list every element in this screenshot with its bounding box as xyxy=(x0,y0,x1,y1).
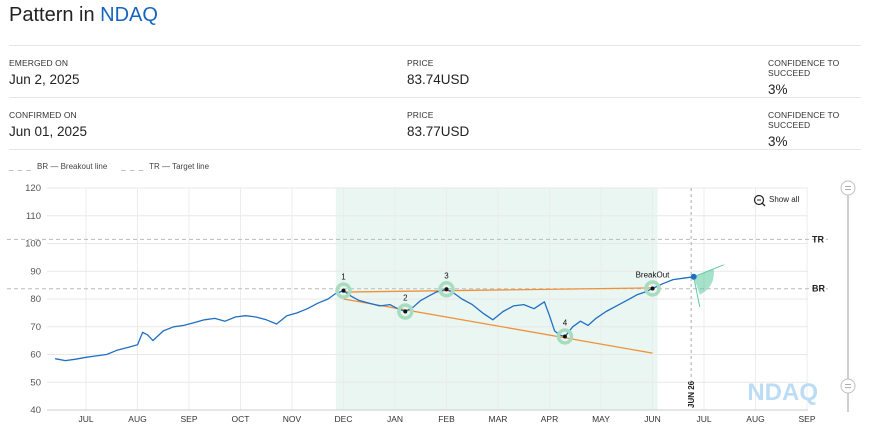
x-tick-label: MAY xyxy=(592,414,610,424)
scrollbar-handle-top[interactable] xyxy=(840,180,856,196)
x-tick-label: SEP xyxy=(798,414,815,424)
x-tick-label: SEP xyxy=(180,414,197,424)
watermark-logo: NDAQ xyxy=(747,379,818,406)
x-tick-label: AUG xyxy=(746,414,764,424)
confirmed-confidence-value: 3% xyxy=(768,134,788,149)
y-tick-label: 70 xyxy=(30,322,41,333)
pivot-ring-breakout xyxy=(644,280,661,297)
emerged-price-value: 83.74USD xyxy=(407,72,470,87)
legend-dash-tr: _ _ _ xyxy=(121,162,145,171)
confirmed-confidence-label: CONFIDENCE TO SUCCEED xyxy=(768,110,840,130)
x-tick-label: DEC xyxy=(335,414,353,424)
legend: _ _ _ BR — Breakout line _ _ _ TR — Targ… xyxy=(9,162,209,171)
title-prefix: Pattern in xyxy=(9,4,95,26)
projection-arrow-up xyxy=(693,264,724,278)
x-tick-label: OCT xyxy=(232,414,250,424)
symbol-link[interactable]: NDAQ xyxy=(100,4,158,26)
x-tick-label: APR xyxy=(541,414,558,424)
emerged-date-value: Jun 2, 2025 xyxy=(9,72,80,87)
page-title: Pattern in NDAQ xyxy=(9,4,158,27)
confirmed-date-value: Jun 01, 2025 xyxy=(9,124,88,139)
emerged-confidence-value: 3% xyxy=(768,82,788,97)
pivot-dot-breakout[interactable] xyxy=(650,286,655,291)
pivot-label-1: 1 xyxy=(341,273,346,282)
y-tick-label: 50 xyxy=(30,377,41,388)
x-tick-label: FEB xyxy=(438,414,455,424)
pivot-label-3: 3 xyxy=(444,271,449,280)
pivot-dot-2[interactable] xyxy=(403,309,408,314)
zoom-out-icon-handle xyxy=(761,202,766,207)
x-tick-label: JUL xyxy=(696,414,711,424)
divider xyxy=(9,149,861,150)
pivot-ring-4 xyxy=(556,328,574,345)
x-tick-label: JUL xyxy=(78,414,93,424)
confirmed-price-value: 83.77USD xyxy=(407,124,470,139)
projection-arrow-down xyxy=(693,276,701,307)
show-all-button[interactable]: Show all xyxy=(753,194,800,207)
scrollbar-handle-bottom[interactable] xyxy=(840,378,856,394)
y-tick-label: 120 xyxy=(25,183,41,194)
y-tick-label: 110 xyxy=(26,211,41,222)
pivot-dot-4[interactable] xyxy=(562,334,567,339)
pivot-dot-3[interactable] xyxy=(444,287,449,292)
emerged-price-label: PRICE xyxy=(407,58,434,68)
last-price-dot xyxy=(690,273,697,280)
pivot-ring-3 xyxy=(438,281,455,298)
ref-label-tr: TR xyxy=(812,234,824,244)
x-tick-label: JAN xyxy=(387,414,403,424)
x-tick-label: JUN xyxy=(644,414,661,424)
pivot-ring-1 xyxy=(335,282,352,299)
trend-line xyxy=(343,287,653,293)
y-tick-label: 80 xyxy=(30,294,41,305)
ref-label-br: BR xyxy=(812,284,825,294)
legend-text-br: BR — Breakout line xyxy=(37,162,108,171)
legend-dash-br: _ _ _ xyxy=(9,162,32,171)
price-series-line xyxy=(54,276,694,362)
y-tick-label: 40 xyxy=(30,405,41,416)
x-tick-label: NOV xyxy=(283,414,302,424)
date-marker-label: JUN 26 xyxy=(687,380,696,408)
y-tick-label: 60 xyxy=(30,350,41,361)
pivot-label-4: 4 xyxy=(563,318,568,327)
pivot-dot-1[interactable] xyxy=(341,288,346,293)
legend-text-tr: TR — Target line xyxy=(149,162,210,171)
confirmed-date-label: CONFIRMED ON xyxy=(9,110,77,120)
confirmed-row: CONFIRMED ON Jun 01, 2025 PRICE 83.77USD… xyxy=(9,97,861,149)
pivot-label-2: 2 xyxy=(403,293,408,302)
y-tick-label: 100 xyxy=(25,239,41,250)
range-scrollbar[interactable] xyxy=(840,180,856,412)
x-tick-label: MAR xyxy=(489,414,508,424)
pattern-chart[interactable]: 40 50 60 70 80 90 100 110 120 JUL AUG SEP OCT NOV DEC… xyxy=(0,170,875,425)
confirmed-price-label: PRICE xyxy=(407,110,434,120)
x-tick-label: AUG xyxy=(128,414,146,424)
emerged-date-label: EMERGED ON xyxy=(9,58,69,68)
pivot-ring-2 xyxy=(397,303,414,320)
show-all-label: Show all xyxy=(769,195,799,204)
zoom-out-icon xyxy=(753,194,765,206)
legend-item-tr: _ _ _ TR — Target line xyxy=(121,162,209,171)
emerged-row: EMERGED ON Jun 2, 2025 PRICE 83.74USD CO… xyxy=(9,45,861,97)
y-tick-label: 90 xyxy=(30,266,41,277)
legend-item-br: _ _ _ BR — Breakout line xyxy=(9,162,107,171)
emerged-confidence-label: CONFIDENCE TO SUCCEED xyxy=(768,58,840,78)
pivot-label-breakout: BreakOut xyxy=(636,270,671,279)
